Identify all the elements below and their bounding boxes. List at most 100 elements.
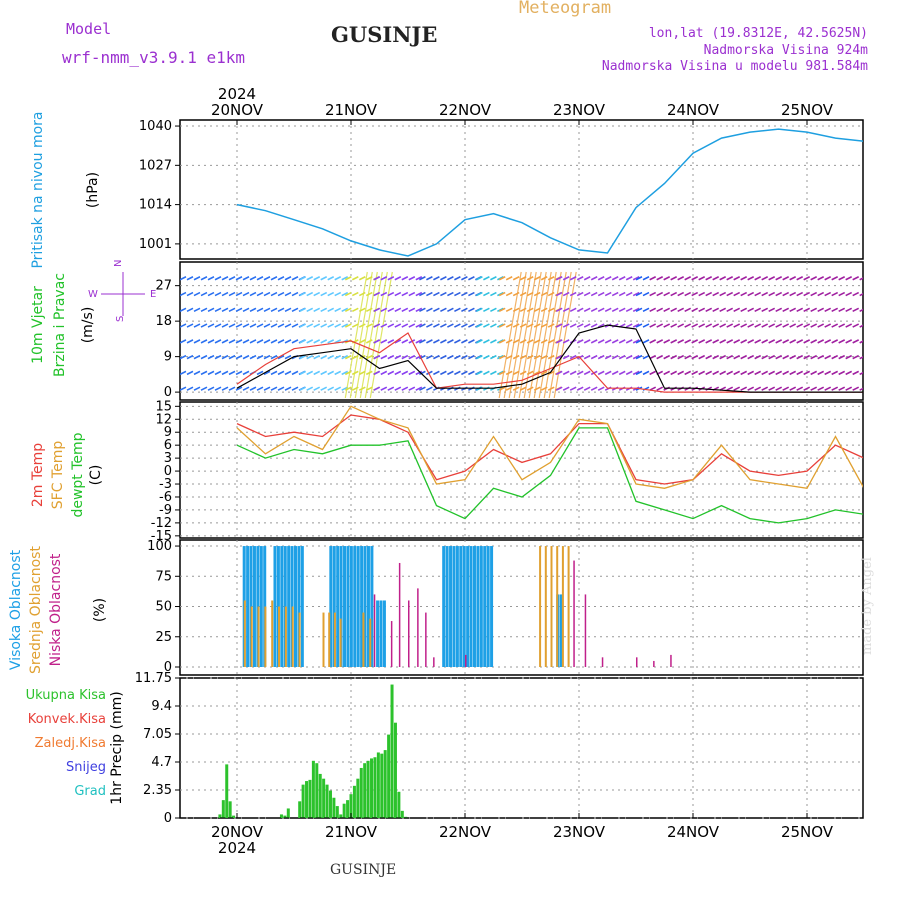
wind-barb bbox=[263, 323, 271, 328]
cloud-bar bbox=[284, 606, 287, 667]
wind-barb bbox=[327, 339, 335, 344]
wind-barb bbox=[497, 339, 504, 344]
cloud-bar bbox=[376, 600, 380, 667]
wind-barb bbox=[810, 276, 818, 281]
wind-barb bbox=[249, 386, 257, 391]
wind-barb bbox=[597, 323, 605, 328]
temperature-ytick-label: 9 bbox=[164, 425, 172, 440]
wind-barb bbox=[433, 291, 440, 297]
wind-barb bbox=[656, 307, 664, 313]
wind-barb bbox=[677, 276, 685, 281]
wind-barb bbox=[394, 291, 402, 297]
precipitation-ytick-label: 9.4 bbox=[151, 699, 172, 714]
cloud-bar bbox=[333, 612, 336, 667]
wind-barb bbox=[618, 339, 626, 344]
wind-axis-title: 10m Vjetar bbox=[30, 286, 46, 364]
temperature-ytick-label: -9 bbox=[159, 503, 172, 518]
wind-barb bbox=[761, 386, 769, 391]
wind-barb bbox=[677, 370, 685, 376]
pressure-panel: 1040 1027 1014 1001 Pritisak na nivou mora (h… bbox=[30, 111, 864, 269]
wind-barb bbox=[454, 354, 461, 360]
wind-ytick-label: 9 bbox=[164, 350, 172, 365]
wind-barb bbox=[824, 370, 832, 376]
wind-barb bbox=[351, 276, 359, 281]
wind-barb bbox=[461, 291, 468, 297]
wind-barb bbox=[440, 339, 447, 344]
wind-barb bbox=[454, 307, 461, 313]
wind-barb bbox=[691, 291, 699, 297]
wind-barb bbox=[824, 276, 832, 281]
wind-barb bbox=[334, 386, 342, 391]
wind-barb bbox=[270, 291, 278, 297]
wind-barb bbox=[306, 370, 314, 376]
wind-barb bbox=[810, 386, 818, 391]
cloud-bar bbox=[539, 546, 542, 667]
wind-barb bbox=[415, 291, 423, 297]
low-cloud-axis-title: Niska Oblacnost bbox=[48, 553, 64, 666]
pressure-ytick-label: 1027 bbox=[139, 158, 172, 173]
wind-barb bbox=[518, 271, 542, 399]
wind-barb bbox=[684, 354, 692, 360]
wind-barb bbox=[817, 354, 825, 360]
wind-barb bbox=[831, 276, 839, 281]
wind-barb bbox=[180, 339, 187, 344]
precip-bar bbox=[318, 773, 322, 818]
wind-barb bbox=[193, 386, 201, 391]
wind-barb bbox=[852, 354, 860, 360]
wind-barb bbox=[468, 307, 475, 313]
wind-barb bbox=[670, 276, 678, 281]
wind-barb bbox=[277, 354, 285, 360]
wind-barb bbox=[476, 276, 483, 281]
wind-barb bbox=[447, 307, 454, 313]
wind-barb bbox=[583, 307, 591, 313]
clouds-ytick-label: 25 bbox=[155, 630, 172, 645]
wind-barb bbox=[394, 370, 402, 376]
wind-barb bbox=[256, 386, 264, 391]
wind-barb bbox=[663, 323, 671, 328]
wind-barb bbox=[263, 291, 271, 297]
cloud-bar bbox=[369, 618, 372, 667]
wind-barb bbox=[394, 307, 402, 313]
wind-barb bbox=[380, 339, 388, 344]
wind-barb bbox=[341, 354, 349, 360]
wind-barb bbox=[498, 271, 522, 399]
wind-barb bbox=[235, 354, 243, 360]
wind-barb bbox=[803, 323, 811, 328]
wind-barb bbox=[270, 370, 278, 376]
wind-barb bbox=[775, 386, 783, 391]
wind-barb bbox=[733, 370, 741, 376]
wind-barb bbox=[284, 307, 292, 313]
temperature-ytick-label: -3 bbox=[159, 477, 172, 492]
wind-barb bbox=[576, 386, 584, 391]
wind-barb bbox=[740, 339, 748, 344]
cloud-bar bbox=[433, 657, 435, 667]
wind-barb bbox=[186, 323, 194, 328]
wind-barb bbox=[334, 370, 342, 376]
wind-barb bbox=[214, 370, 222, 376]
pressure-ytick-label: 1001 bbox=[139, 237, 172, 252]
precipitation-ytick-label: 7.05 bbox=[143, 727, 172, 742]
wind-barb bbox=[698, 307, 706, 313]
wind-barb bbox=[831, 386, 839, 391]
wind-barb bbox=[512, 323, 520, 328]
wind-barb bbox=[299, 354, 307, 360]
wind-barb bbox=[476, 339, 483, 344]
wind-barb bbox=[796, 339, 804, 344]
cloud-bar bbox=[379, 600, 383, 667]
wind-barb bbox=[803, 386, 811, 391]
cloud-bar bbox=[250, 606, 253, 667]
wind-barb bbox=[670, 370, 678, 376]
wind-barb bbox=[528, 271, 552, 399]
wind-barb bbox=[824, 354, 832, 360]
wind-barb bbox=[349, 271, 373, 399]
wind-barb bbox=[408, 386, 416, 391]
wind-barb bbox=[401, 323, 409, 328]
precip-axis-title: 1hr Precip (mm) bbox=[109, 691, 125, 804]
wind-barb bbox=[852, 386, 860, 391]
wind-barb bbox=[327, 354, 335, 360]
cloud-bar bbox=[322, 612, 325, 667]
wind-barb bbox=[583, 323, 591, 328]
wind-barb bbox=[562, 323, 570, 328]
wind-barb bbox=[635, 276, 643, 281]
wind-barb bbox=[476, 323, 483, 328]
